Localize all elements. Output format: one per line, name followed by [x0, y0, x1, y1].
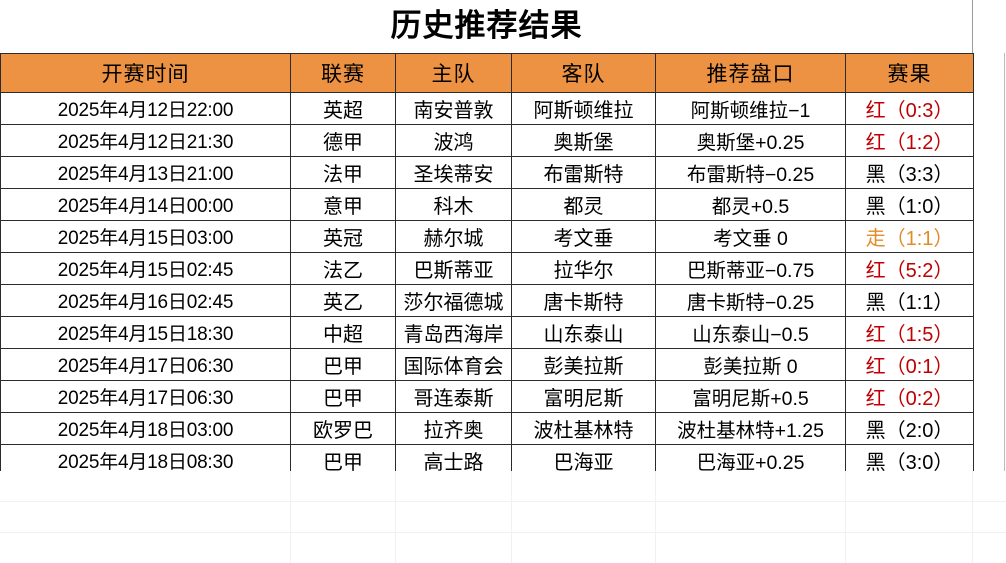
- cell-away[interactable]: 唐卡斯特: [511, 284, 656, 317]
- cell-away[interactable]: 考文垂: [511, 220, 656, 253]
- cell-result-red[interactable]: 红（1:2）: [845, 124, 974, 157]
- cell-league[interactable]: 德甲: [290, 124, 396, 157]
- cell-home[interactable]: 哥连泰斯: [395, 380, 512, 413]
- table-row[interactable]: 2025年4月15日18:30 中超 青岛西海岸 山东泰山 山东泰山−0.5 红（1:5）: [0, 316, 974, 349]
- column-header-home[interactable]: 主队: [395, 53, 512, 93]
- cell-time[interactable]: 2025年4月15日18:30: [0, 316, 291, 349]
- cell-league[interactable]: 欧罗巴: [290, 412, 396, 445]
- table-row[interactable]: 2025年4月17日06:30 巴甲 国际体育会 彭美拉斯 彭美拉斯 0 红（0:1）: [0, 348, 974, 381]
- table-row[interactable]: 2025年4月15日03:00 英冠 赫尔城 考文垂 考文垂 0 走（1:1）: [0, 220, 974, 253]
- table-header: 开赛时间 联赛 主队 客队 推荐盘口 赛果: [0, 53, 974, 93]
- cell-result-red[interactable]: 红（5:2）: [845, 252, 974, 285]
- table-row[interactable]: 2025年4月12日22:00 英超 南安普敦 阿斯顿维拉 阿斯顿维拉−1 红（0:3）: [0, 92, 974, 125]
- cell-home[interactable]: 科木: [395, 188, 512, 221]
- cell-result-red[interactable]: 红（0:3）: [845, 92, 974, 125]
- cell-time[interactable]: 2025年4月15日03:00: [0, 220, 291, 253]
- table-row[interactable]: 2025年4月15日02:45 法乙 巴斯蒂亚 拉华尔 巴斯蒂亚−0.75 红（5:2）: [0, 252, 974, 285]
- cell-away[interactable]: 富明尼斯: [511, 380, 656, 413]
- trailing-empty-column: [972, 53, 1005, 471]
- cell-away[interactable]: 都灵: [511, 188, 656, 221]
- cell-handicap[interactable]: 阿斯顿维拉−1: [655, 92, 846, 125]
- cell-time[interactable]: 2025年4月13日21:00: [0, 156, 291, 189]
- cell-handicap[interactable]: 山东泰山−0.5: [655, 316, 846, 349]
- cell-result-black[interactable]: 黑（3:3）: [845, 156, 974, 189]
- cell-result-red[interactable]: 红（0:2）: [845, 380, 974, 413]
- cell-league[interactable]: 法乙: [290, 252, 396, 285]
- table-body: 2025年4月12日22:00 英超 南安普敦 阿斯顿维拉 阿斯顿维拉−1 红（0:3） 2…: [0, 92, 974, 477]
- cell-league[interactable]: 法甲: [290, 156, 396, 189]
- cell-result-walk[interactable]: 走（1:1）: [845, 220, 974, 253]
- cell-home[interactable]: 巴斯蒂亚: [395, 252, 512, 285]
- cell-home[interactable]: 青岛西海岸: [395, 316, 512, 349]
- cell-away[interactable]: 奥斯堡: [511, 124, 656, 157]
- cell-handicap[interactable]: 唐卡斯特−0.25: [655, 284, 846, 317]
- cell-home[interactable]: 拉齐奥: [395, 412, 512, 445]
- cell-time[interactable]: 2025年4月12日22:00: [0, 92, 291, 125]
- cell-league[interactable]: 巴甲: [290, 348, 396, 381]
- cell-home[interactable]: 赫尔城: [395, 220, 512, 253]
- table-row[interactable]: 2025年4月12日21:30 德甲 波鸿 奥斯堡 奥斯堡+0.25 红（1:2）: [0, 124, 974, 157]
- cell-league[interactable]: 英乙: [290, 284, 396, 317]
- cell-away[interactable]: 拉华尔: [511, 252, 656, 285]
- cell-time[interactable]: 2025年4月14日00:00: [0, 188, 291, 221]
- cell-time[interactable]: 2025年4月16日02:45: [0, 284, 291, 317]
- cell-time[interactable]: 2025年4月15日02:45: [0, 252, 291, 285]
- cell-handicap[interactable]: 奥斯堡+0.25: [655, 124, 846, 157]
- cell-result-black[interactable]: 黑（1:1）: [845, 284, 974, 317]
- cell-result-red[interactable]: 红（1:5）: [845, 316, 974, 349]
- cell-away[interactable]: 彭美拉斯: [511, 348, 656, 381]
- column-header-league[interactable]: 联赛: [290, 53, 396, 93]
- column-header-time[interactable]: 开赛时间: [0, 53, 291, 93]
- cell-result-black[interactable]: 黑（1:0）: [845, 188, 974, 221]
- page-title: 历史推荐结果: [390, 7, 583, 43]
- cell-home[interactable]: 圣埃蒂安: [395, 156, 512, 189]
- cell-away[interactable]: 波杜基林特: [511, 412, 656, 445]
- cell-league[interactable]: 意甲: [290, 188, 396, 221]
- right-column-divider: [972, 0, 973, 53]
- column-header-away[interactable]: 客队: [511, 53, 656, 93]
- cell-handicap[interactable]: 考文垂 0: [655, 220, 846, 253]
- table-row[interactable]: 2025年4月16日02:45 英乙 莎尔福德城 唐卡斯特 唐卡斯特−0.25 黑（1:1…: [0, 284, 974, 317]
- table-row[interactable]: 2025年4月17日06:30 巴甲 哥连泰斯 富明尼斯 富明尼斯+0.5 红（0:2）: [0, 380, 974, 413]
- cell-away[interactable]: 阿斯顿维拉: [511, 92, 656, 125]
- cell-league[interactable]: 巴甲: [290, 380, 396, 413]
- empty-rows-area: [0, 471, 1006, 563]
- cell-home[interactable]: 国际体育会: [395, 348, 512, 381]
- cell-away[interactable]: 山东泰山: [511, 316, 656, 349]
- history-results-table: 开赛时间 联赛 主队 客队 推荐盘口 赛果 2025年4月12日22:00 英超南…: [0, 53, 974, 477]
- cell-league[interactable]: 英冠: [290, 220, 396, 253]
- cell-league[interactable]: 英超: [290, 92, 396, 125]
- table-row[interactable]: 2025年4月18日03:00 欧罗巴 拉齐奥 波杜基林特 波杜基林特+1.25 黑（2:…: [0, 412, 974, 445]
- page-title-band: 历史推荐结果: [0, 0, 973, 50]
- cell-time[interactable]: 2025年4月18日03:00: [0, 412, 291, 445]
- cell-handicap[interactable]: 巴斯蒂亚−0.75: [655, 252, 846, 285]
- cell-time[interactable]: 2025年4月12日21:30: [0, 124, 291, 157]
- column-header-result[interactable]: 赛果: [845, 53, 974, 93]
- cell-time[interactable]: 2025年4月17日06:30: [0, 380, 291, 413]
- cell-handicap[interactable]: 彭美拉斯 0: [655, 348, 846, 381]
- cell-handicap[interactable]: 都灵+0.5: [655, 188, 846, 221]
- cell-result-black[interactable]: 黑（2:0）: [845, 412, 974, 445]
- cell-handicap[interactable]: 波杜基林特+1.25: [655, 412, 846, 445]
- column-header-handicap[interactable]: 推荐盘口: [655, 53, 846, 93]
- header-row: 开赛时间 联赛 主队 客队 推荐盘口 赛果: [0, 53, 974, 93]
- table-row[interactable]: 2025年4月13日21:00 法甲 圣埃蒂安 布雷斯特 布雷斯特−0.25 黑（3:3）: [0, 156, 974, 189]
- cell-result-red[interactable]: 红（0:1）: [845, 348, 974, 381]
- cell-handicap[interactable]: 布雷斯特−0.25: [655, 156, 846, 189]
- cell-league[interactable]: 中超: [290, 316, 396, 349]
- cell-away[interactable]: 布雷斯特: [511, 156, 656, 189]
- table-row[interactable]: 2025年4月14日00:00 意甲 科木 都灵 都灵+0.5 黑（1:0）: [0, 188, 974, 221]
- cell-home[interactable]: 波鸿: [395, 124, 512, 157]
- cell-home[interactable]: 南安普敦: [395, 92, 512, 125]
- cell-handicap[interactable]: 富明尼斯+0.5: [655, 380, 846, 413]
- cell-home[interactable]: 莎尔福德城: [395, 284, 512, 317]
- cell-time[interactable]: 2025年4月17日06:30: [0, 348, 291, 381]
